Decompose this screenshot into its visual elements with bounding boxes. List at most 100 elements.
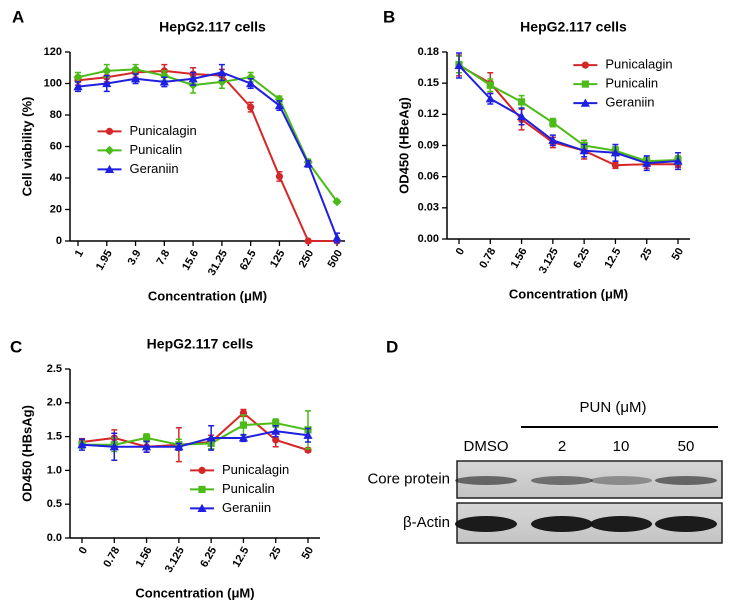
y-tick-label: 1.0 [47, 464, 62, 476]
x-tick-label: 1.56 [509, 246, 530, 271]
data-point [141, 442, 152, 451]
x-tick-label: 50 [300, 545, 317, 562]
data-point [516, 111, 527, 121]
data-point [454, 60, 464, 70]
y-tick-label: 0.18 [418, 46, 439, 58]
treatment-label: PUN (μM) [580, 399, 647, 416]
x-axis-label: Concentration (μM) [148, 288, 267, 303]
data-point [109, 442, 119, 451]
legend-marker [104, 164, 115, 173]
data-point [485, 94, 495, 103]
data-point [272, 419, 280, 427]
blot-band [590, 476, 652, 485]
data-point [610, 148, 621, 157]
data-point [102, 66, 112, 76]
x-tick-label: 12.5 [230, 545, 251, 570]
y-tick-label: 60 [50, 140, 62, 152]
chart-title: HepG2.117 cells [520, 19, 627, 35]
x-tick-label: 250 [297, 248, 317, 270]
x-tick-label: 62.5 [238, 248, 259, 273]
x-tick-label: 6.25 [571, 246, 592, 271]
legend-label: Punicalin [222, 481, 275, 496]
data-point [246, 78, 256, 88]
x-tick-label: 12.5 [602, 246, 623, 271]
data-point [486, 81, 494, 89]
legend-label: Punicalagin [130, 123, 197, 138]
row-label: β-Actin [403, 514, 450, 531]
y-tick-label: 0.09 [418, 139, 439, 151]
series-line [458, 63, 679, 163]
data-point [274, 94, 285, 104]
data-point [272, 436, 280, 444]
blot-band [655, 516, 717, 532]
data-point [673, 156, 683, 165]
blot-band [655, 476, 717, 485]
data-point [303, 159, 313, 168]
chart-title: HepG2.117 cells [147, 336, 254, 352]
data-point [271, 426, 281, 435]
data-point [174, 442, 184, 451]
x-tick-label: 0 [77, 545, 90, 556]
lane-label: DMSO [464, 438, 509, 455]
y-tick-label: 0.12 [418, 108, 439, 120]
lane-label: 10 [613, 438, 630, 455]
legend-label: Punicalin [130, 142, 183, 157]
y-tick-label: 120 [44, 46, 62, 58]
y-tick-label: 0.0 [47, 532, 62, 544]
data-point [206, 433, 216, 442]
data-point [517, 98, 526, 106]
data-point [217, 67, 227, 77]
y-tick-label: 2.0 [47, 397, 62, 409]
series-line [77, 71, 338, 239]
data-point [239, 421, 248, 429]
row-label: Core protein [367, 470, 450, 487]
data-point [159, 77, 169, 86]
legend-label: Geraniin [130, 161, 179, 176]
blot-band [455, 476, 517, 485]
x-tick-label: 3.125 [163, 545, 187, 575]
y-tick-label: 0.00 [418, 233, 439, 245]
y-tick-label: 40 [50, 172, 62, 184]
blot-band [590, 516, 652, 532]
data-point [303, 430, 313, 439]
legend-label: Geraniin [605, 95, 654, 110]
data-point [247, 103, 255, 111]
y-tick-label: 0.03 [418, 202, 439, 214]
x-tick-label: 0 [454, 246, 467, 257]
y-tick-label: 20 [50, 203, 62, 215]
lane-label: 2 [558, 438, 566, 455]
legend-marker [104, 145, 115, 155]
x-tick-label: 7.8 [154, 248, 172, 267]
x-tick-label: 500 [326, 248, 346, 270]
y-tick-label: 0.06 [418, 171, 439, 183]
x-tick-label: 0.78 [101, 545, 122, 570]
legend-marker [197, 503, 207, 512]
series-line [458, 64, 679, 165]
legend-marker [581, 80, 589, 88]
legend-marker [198, 466, 206, 474]
legend-label: Punicalin [605, 76, 658, 91]
data-point [611, 161, 620, 169]
panel-label: D [386, 337, 398, 356]
x-tick-label: 25 [267, 545, 284, 562]
data-point [238, 433, 249, 442]
x-tick-label: 50 [670, 246, 687, 263]
x-tick-label: 15.6 [180, 248, 201, 273]
x-tick-label: 1.95 [94, 248, 115, 273]
x-tick-label: 125 [268, 248, 288, 270]
legend-marker [105, 127, 114, 135]
data-point [73, 72, 83, 82]
data-point [548, 135, 558, 144]
y-tick-label: 0.5 [47, 498, 62, 510]
series-line [77, 69, 337, 242]
data-point [332, 233, 342, 242]
blot-band [455, 516, 517, 532]
x-tick-label: 3.9 [126, 248, 144, 267]
y-axis-label: Cell viability (%) [19, 97, 34, 197]
panel-label: B [383, 7, 395, 26]
data-point [579, 146, 589, 155]
x-tick-label: 1 [73, 248, 86, 259]
data-point [130, 64, 141, 74]
panel-label: A [12, 7, 24, 26]
